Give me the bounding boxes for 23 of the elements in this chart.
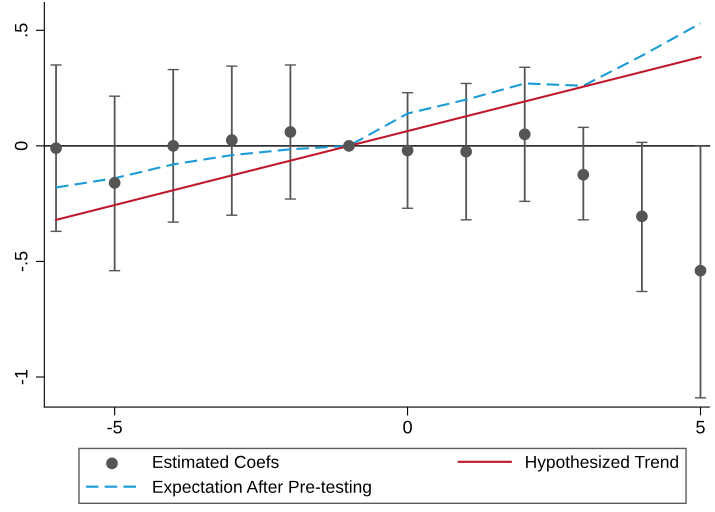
- line-series: [55, 22, 702, 189]
- y-tick-label: -1: [14, 370, 28, 384]
- y-tick-label: 0: [14, 142, 28, 150]
- point: [577, 168, 590, 181]
- point: [694, 264, 706, 277]
- point: [460, 146, 472, 158]
- point: [636, 210, 648, 222]
- y-tick-label: -.5: [14, 252, 28, 272]
- x-tick-label: -5: [107, 420, 122, 434]
- point: [284, 126, 296, 138]
- legend-label: Estimated Coefs: [153, 455, 279, 468]
- x-tick-label: 5: [696, 420, 705, 434]
- y-tick-label: .5: [14, 24, 28, 36]
- point: [226, 134, 238, 146]
- x-tick-label: 0: [403, 420, 412, 434]
- legend-label: Expectation After Pre-testing: [153, 480, 371, 496]
- point: [343, 140, 355, 152]
- legend-label: Hypothesized Trend: [526, 455, 678, 472]
- point: [50, 142, 62, 154]
- point: [167, 140, 180, 152]
- point: [518, 128, 531, 140]
- point: [402, 144, 414, 156]
- point: [108, 177, 120, 189]
